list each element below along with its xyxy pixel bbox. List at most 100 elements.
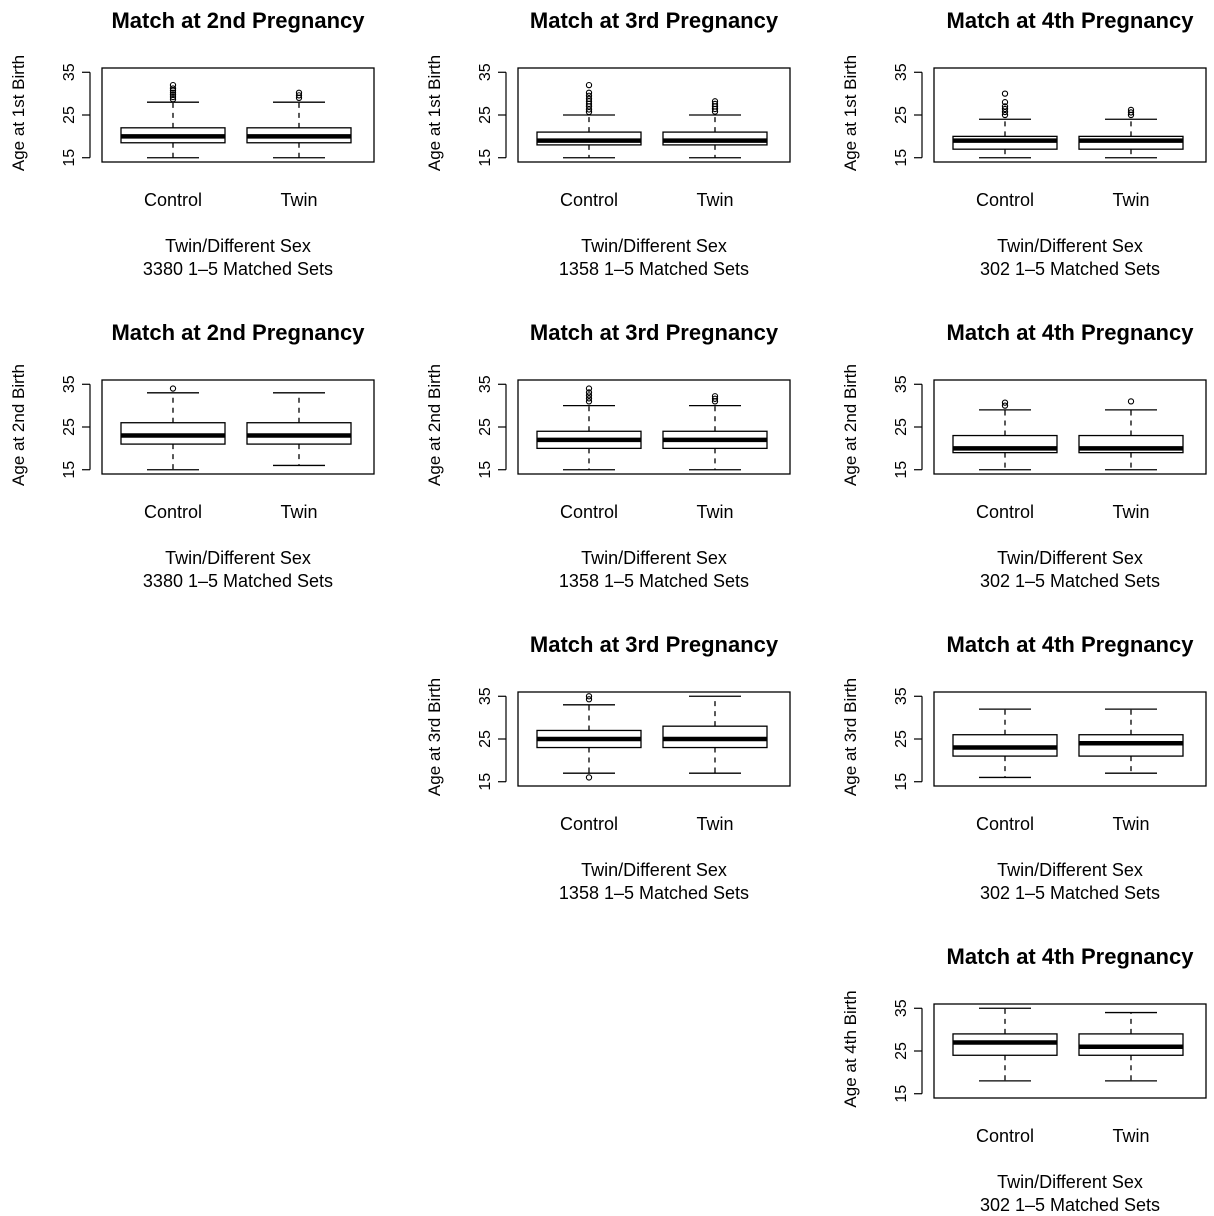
x-axis-label: Twin/Different Sex — [165, 236, 311, 256]
y-tick-label: 15 — [61, 461, 78, 479]
plot-frame — [517, 691, 791, 787]
y-tick-label: 25 — [893, 418, 910, 436]
category-label: Twin — [280, 502, 317, 522]
y-axis-label: Age at 1st Birth — [841, 55, 860, 171]
y-axis-label: Age at 4th Birth — [841, 990, 860, 1107]
box-control — [120, 385, 226, 471]
box-control — [952, 1007, 1058, 1082]
y-tick-label: 35 — [893, 63, 910, 81]
outlier-point — [1001, 90, 1009, 97]
y-tick-label: 15 — [893, 773, 910, 791]
y-tick-label: 15 — [477, 773, 494, 791]
outlier-point — [169, 385, 177, 392]
outlier-point — [1001, 105, 1009, 113]
panel-title: Match at 3rd Pregnancy — [530, 8, 779, 33]
y-axis-label: Age at 2nd Birth — [841, 364, 860, 486]
y-tick-label: 35 — [893, 999, 910, 1017]
y-tick-label: 15 — [893, 149, 910, 167]
outlier-point — [585, 392, 593, 399]
outlier-point — [585, 693, 593, 700]
plot-frame — [101, 379, 375, 475]
boxplot-panel: Match at 3rd Pregnancy 15 25 35 Age at 1st B… — [425, 8, 791, 279]
y-tick-label: 15 — [893, 1085, 910, 1103]
category-label: Twin — [1112, 814, 1149, 834]
outlier-point — [585, 774, 593, 781]
boxplot-panel: Match at 4th Pregnancy 15 25 35 Age at 4th B… — [841, 944, 1207, 1215]
x-axis-sublabel: 3380 1–5 Matched Sets — [143, 259, 333, 279]
x-axis-sublabel: 3380 1–5 Matched Sets — [143, 571, 333, 591]
outlier-point — [585, 389, 593, 396]
y-tick-label: 35 — [61, 375, 78, 393]
category-label: Twin — [1112, 190, 1149, 210]
category-label: Twin — [1112, 502, 1149, 522]
y-tick-label: 25 — [893, 106, 910, 124]
panel-title: Match at 4th Pregnancy — [947, 320, 1195, 345]
y-tick-label: 15 — [893, 461, 910, 479]
y-axis-label: Age at 2nd Birth — [9, 364, 28, 486]
x-axis-label: Twin/Different Sex — [997, 236, 1143, 256]
y-axis-label: Age at 3rd Birth — [425, 678, 444, 796]
outlier-point — [585, 92, 593, 99]
category-label: Control — [560, 190, 618, 210]
y-axis-label: Age at 1st Birth — [9, 55, 28, 171]
outlier-point — [1127, 109, 1135, 116]
box-twin — [662, 98, 768, 159]
outlier-point — [295, 89, 303, 96]
outlier-point — [585, 81, 593, 89]
category-label: Control — [976, 814, 1034, 834]
x-axis-sublabel: 1358 1–5 Matched Sets — [559, 883, 749, 903]
x-axis-sublabel: 302 1–5 Matched Sets — [980, 259, 1160, 279]
y-tick-label: 25 — [61, 418, 78, 436]
box-control — [952, 708, 1058, 779]
y-tick-label: 35 — [893, 687, 910, 705]
box-twin — [1078, 106, 1184, 159]
category-label: Control — [144, 190, 202, 210]
category-label: Twin — [1112, 1126, 1149, 1146]
box-control — [952, 399, 1058, 471]
y-tick-label: 35 — [893, 375, 910, 393]
plot-frame — [517, 67, 791, 163]
outlier-point — [711, 100, 719, 108]
plot-frame — [933, 1003, 1207, 1099]
y-tick-label: 25 — [61, 106, 78, 124]
category-label: Control — [144, 502, 202, 522]
category-label: Control — [976, 1126, 1034, 1146]
outlier-point — [1001, 111, 1009, 119]
panel-title: Match at 4th Pregnancy — [947, 944, 1195, 969]
y-tick-label: 15 — [477, 461, 494, 479]
boxplot-panel: Match at 4th Pregnancy 15 25 35 Age at 2nd B… — [841, 320, 1207, 591]
plot-frame — [933, 691, 1207, 787]
outlier-point — [169, 96, 177, 103]
y-axis-label: Age at 2nd Birth — [425, 364, 444, 486]
boxplot-panel: Match at 2nd Pregnancy 15 25 35 Age at 2nd B… — [9, 320, 375, 591]
y-tick-label: 25 — [893, 1042, 910, 1060]
category-label: Control — [560, 502, 618, 522]
y-tick-label: 15 — [477, 149, 494, 167]
outlier-point — [1001, 99, 1009, 106]
outlier-point — [585, 395, 593, 402]
x-axis-sublabel: 302 1–5 Matched Sets — [980, 571, 1160, 591]
outlier-point — [1127, 398, 1135, 405]
outlier-point — [169, 89, 177, 96]
y-tick-label: 35 — [477, 687, 494, 705]
plot-frame — [517, 379, 791, 475]
category-label: Twin — [696, 502, 733, 522]
outlier-point — [169, 81, 177, 89]
panel-title: Match at 2nd Pregnancy — [111, 320, 365, 345]
x-axis-label: Twin/Different Sex — [581, 860, 727, 880]
plot-frame — [101, 67, 375, 163]
box-twin — [246, 89, 352, 159]
outlier-point — [1127, 106, 1135, 114]
x-axis-label: Twin/Different Sex — [165, 548, 311, 568]
outlier-point — [585, 89, 593, 96]
outlier-point — [585, 95, 593, 102]
boxplot-panel: Match at 3rd Pregnancy 15 25 35 Age at 2nd B… — [425, 320, 791, 591]
plot-frame — [933, 379, 1207, 475]
boxplot-panel: Match at 2nd Pregnancy 15 25 35 Age at 1st B… — [9, 8, 375, 279]
x-axis-label: Twin/Different Sex — [997, 548, 1143, 568]
outlier-point — [585, 696, 593, 703]
y-tick-label: 35 — [477, 375, 494, 393]
x-axis-sublabel: 1358 1–5 Matched Sets — [559, 571, 749, 591]
y-tick-label: 25 — [477, 418, 494, 436]
